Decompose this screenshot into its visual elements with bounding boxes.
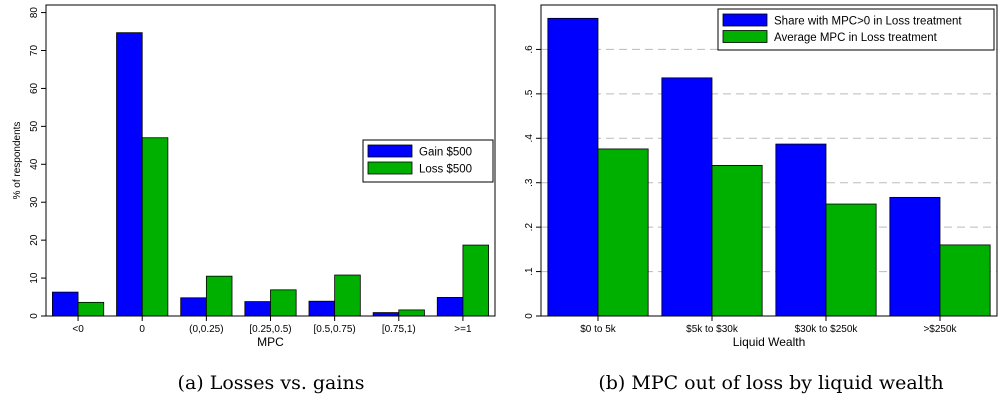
p2-x-axis-title: Liquid Wealth [733,335,806,349]
p1-y-tick-label: 10 [29,272,40,284]
p2-y-tick-label: .2 [524,223,535,232]
p2-y-tick-label: .1 [524,267,535,276]
p1-y-tick-label: 20 [29,234,40,246]
p1-y-tick-label: 70 [29,45,40,57]
p1-x-tick-label: [0.5,0.75) [314,324,356,335]
p2-x-tick-label: $0 to 5k [580,324,617,335]
p1-x-tick-label: [0.75,1) [382,324,416,335]
p1-legend-swatch [367,144,413,158]
p1-legend-label: Gain $500 [419,147,472,159]
p1-x-tick-label: (0,0.25) [189,324,223,335]
p1-bar-blue [372,312,400,317]
p1-bar-green [141,137,169,317]
p2-bar-green [711,164,763,317]
p2-bar-blue [889,196,941,317]
p1-caption: (a) Losses vs. gains [178,372,365,394]
p1-bar-blue [180,297,207,317]
p1-x-tick-label: >=1 [454,324,472,335]
p1-y-tick-label: 30 [29,196,40,208]
p2-legend-swatch [722,13,768,27]
p1-bar-blue [52,291,79,317]
p2-bar-blue [547,17,599,317]
p2-bar-green [939,244,991,317]
p2-plot-frame [540,4,998,317]
p2-y-tick-label: .6 [524,45,535,54]
p1-x-tick-label: 0 [139,324,145,335]
p2-bar-green [597,148,649,317]
p2-legend-label: Average MPC in Loss treatment [774,32,938,44]
p1-x-tick-label: [0.25,0.5) [249,324,291,335]
p1-bar-green [77,301,105,317]
p1-bar-blue [436,297,464,317]
p2-bar-green [825,203,877,317]
p1-bar-blue [116,32,143,317]
p2-y-tick-label: .4 [524,134,535,143]
p1-x-tick-label: <0 [72,324,84,335]
p2-x-tick-label: $5k to $30k [686,324,739,335]
p1-bar-green [334,274,361,317]
p2-y-tick-label: .5 [524,89,535,98]
p2-bar-blue [775,143,827,317]
p2-y-tick-label: 0 [524,313,535,319]
p2-caption: (b) MPC out of loss by liquid wealth [598,372,943,394]
p1-bar-blue [308,300,336,317]
p1-y-tick-label: 50 [29,120,40,132]
p2-legend-swatch [722,30,768,43]
p2-bar-blue [661,77,713,317]
p2-legend-label: Share with MPC>0 in Loss treatment [774,16,962,28]
p1-bar-green [462,244,489,317]
p1-x-axis-title: MPC [257,335,284,349]
p1-bar-green [398,309,425,317]
p1-bar-green [205,275,233,317]
p1-y-tick-label: 40 [29,158,40,170]
p1-y-tick-label: 60 [29,82,40,94]
p1-legend-swatch [367,161,413,175]
p1-bar-green [270,289,297,317]
p2-x-tick-label: $30k to $250k [795,324,859,335]
p1-y-tick-label: 80 [29,7,40,19]
p1-y-axis-title: % of respondents [12,122,23,200]
p1-bar-blue [244,301,271,317]
p2-x-tick-label: >$250k [923,324,957,335]
p1-legend-label: Loss $500 [419,164,472,176]
p2-y-tick-label: .3 [524,178,535,187]
p1-y-tick-label: 0 [29,313,40,319]
